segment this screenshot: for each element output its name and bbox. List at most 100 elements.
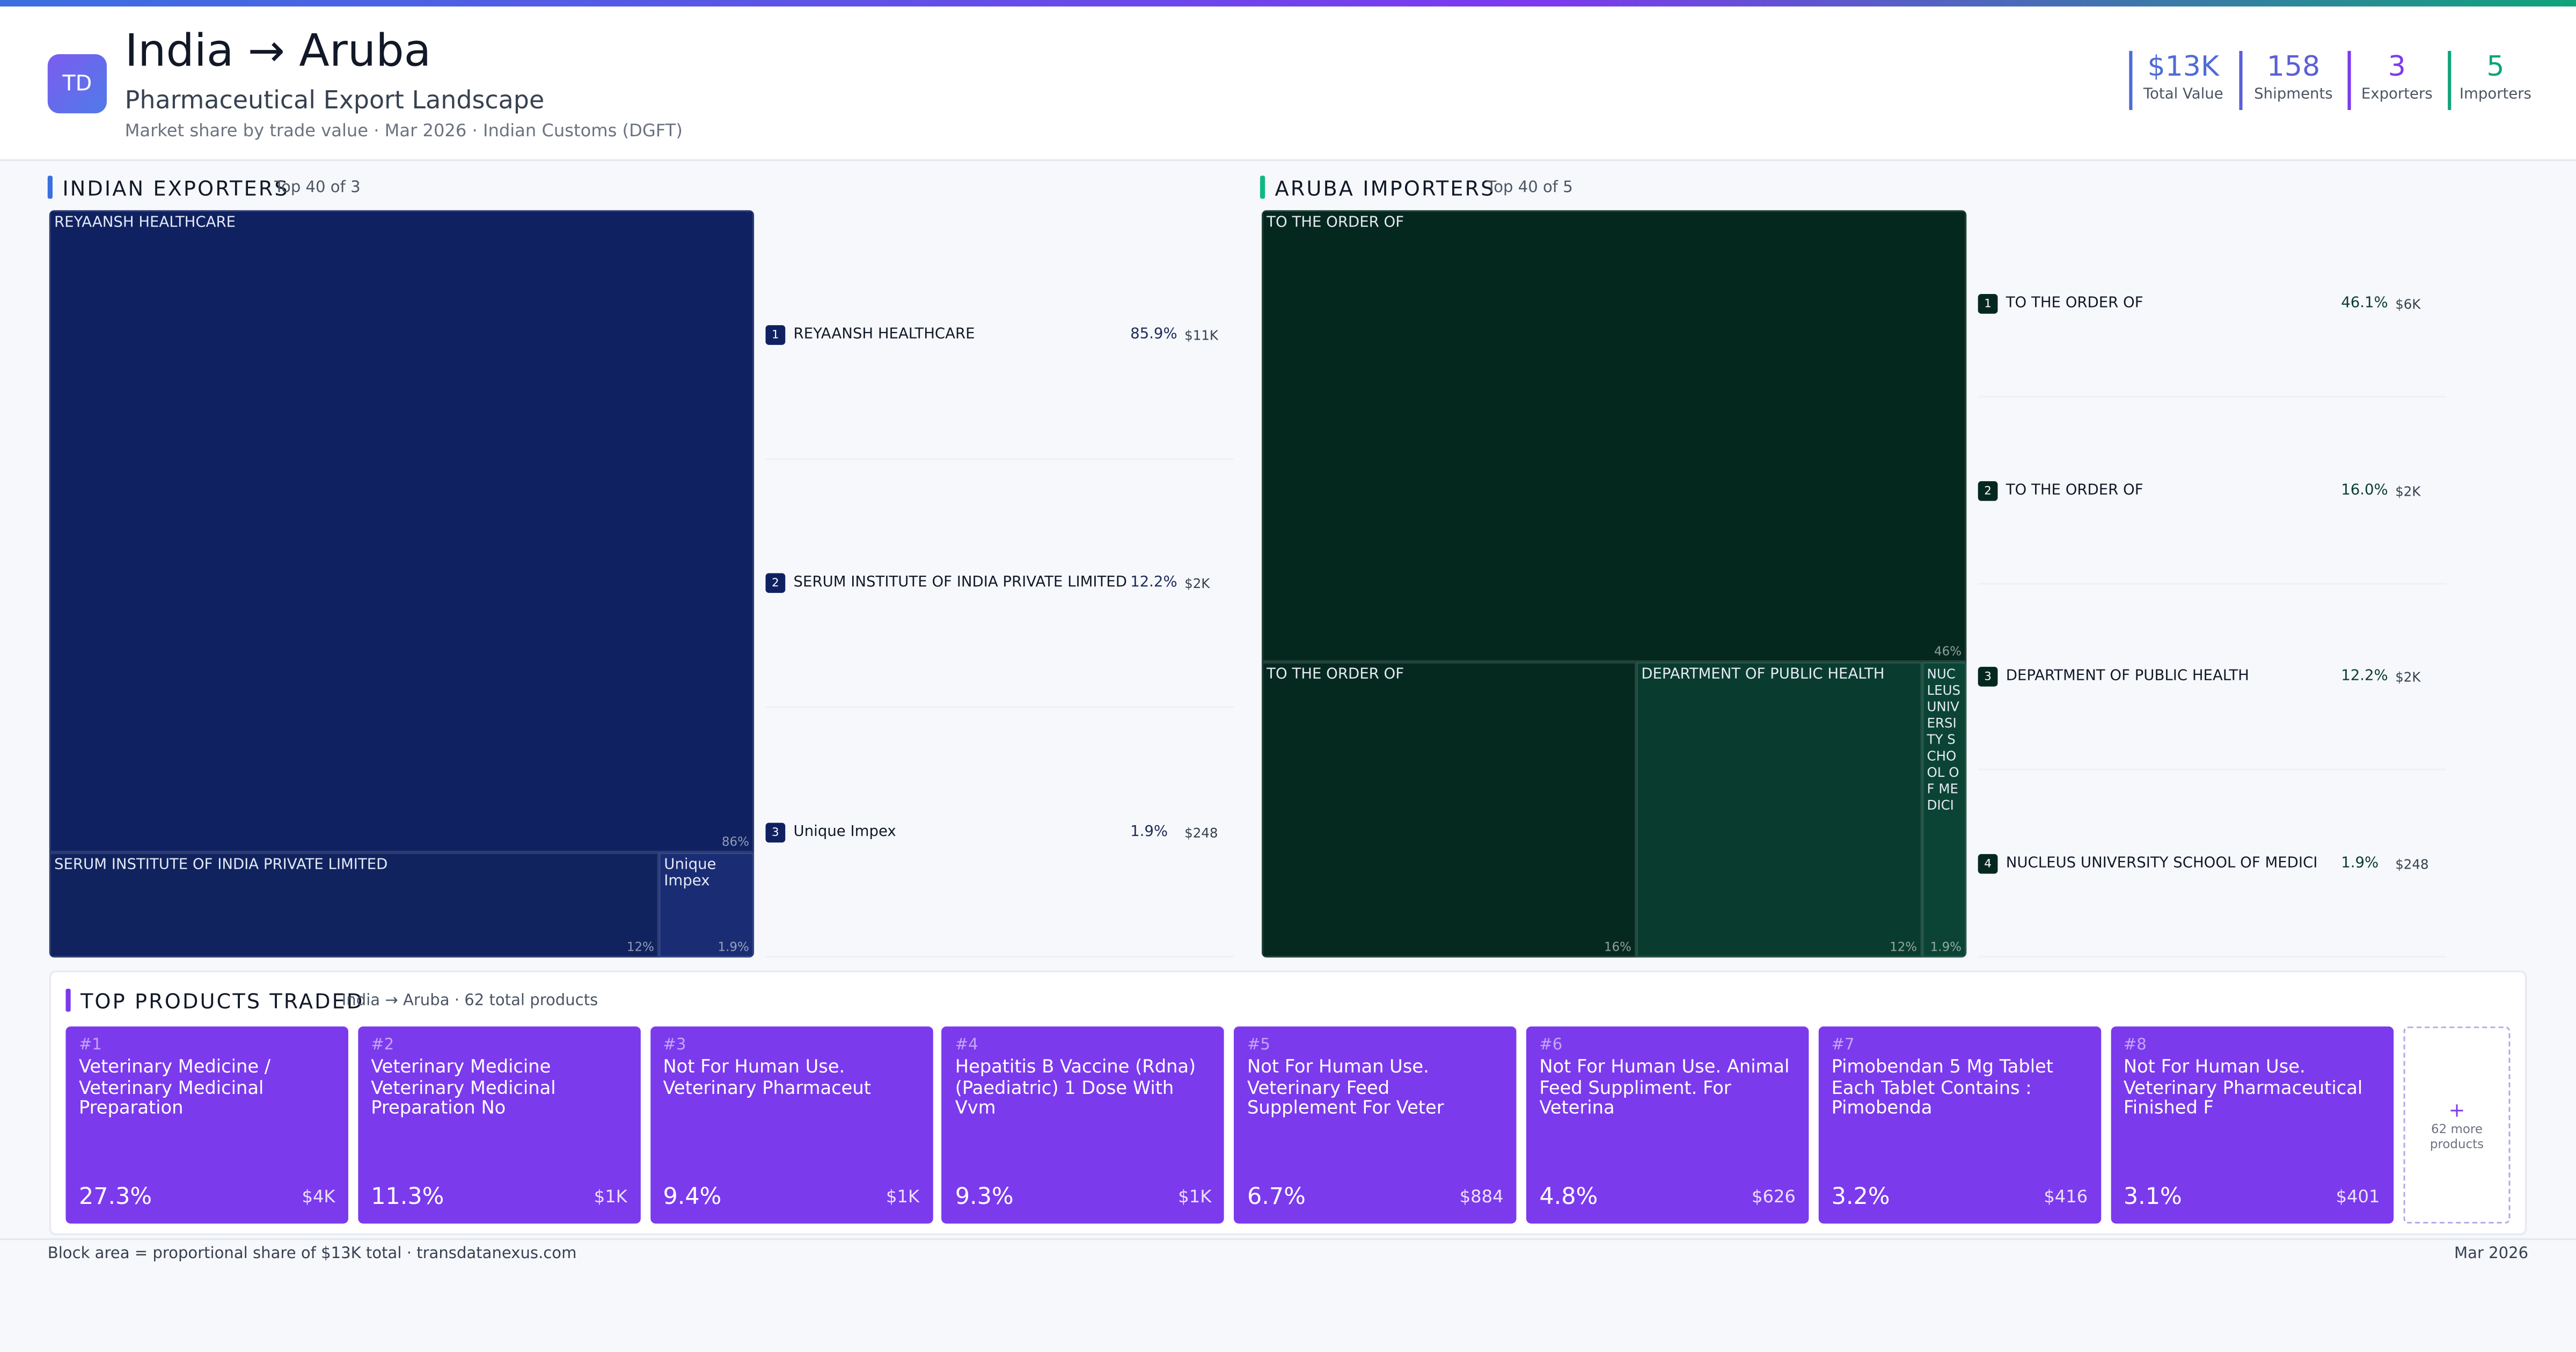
product-card[interactable]: #4 Hepatitis B Vaccine (Rdna) (Paediatric… <box>942 1026 1225 1224</box>
list-row[interactable]: 2 TO THE ORDER OF 16.0% $2K <box>1978 397 2447 584</box>
more-card[interactable]: + 62 more products <box>2403 1026 2511 1224</box>
card-value: $1K <box>594 1187 627 1207</box>
row-value: $2K <box>2395 671 2421 686</box>
section-accent <box>47 175 53 199</box>
treemap-block: Unique Impex 1.9% <box>659 852 755 958</box>
subtitle: Pharmaceutical Export Landscape <box>125 85 545 115</box>
card-name: Veterinary Medicine Veterinary Medicinal… <box>371 1056 556 1119</box>
kpi-value: 158 <box>2266 50 2321 84</box>
kpi: 5 Importers <box>2448 50 2540 111</box>
card-rank: #7 <box>1831 1036 1855 1055</box>
block-name: SERUM INSTITUTE OF INDIA PRIVATE LIMITED <box>54 857 388 874</box>
card-rank: #1 <box>78 1036 102 1055</box>
treemap-block: DEPARTMENT OF PUBLIC HEALTH 12% <box>1636 662 1922 958</box>
kpi-value: $13K <box>2147 50 2220 84</box>
product-card[interactable]: #6 Not For Human Use. Animal Feed Supplim… <box>1526 1026 1809 1224</box>
kpi-label: Importers <box>2459 87 2531 104</box>
row-share: 85.9% <box>1130 326 1177 343</box>
treemap-block: SERUM INSTITUTE OF INDIA PRIVATE LIMITED… <box>49 852 660 958</box>
rank-badge: 1 <box>765 325 786 345</box>
card-share: 3.2% <box>1831 1184 1890 1211</box>
card-value: $4K <box>302 1187 335 1207</box>
kpi-label: Shipments <box>2254 87 2333 104</box>
row-share: 1.9% <box>2341 856 2379 872</box>
meta: Market share by trade value · Mar 2026 ·… <box>125 121 683 142</box>
card-share: 3.1% <box>2123 1184 2182 1211</box>
section-title: TOP PRODUCTS TRADED <box>80 988 364 1013</box>
block-name: REYAANSH HEALTHCARE <box>54 215 236 232</box>
row-value: $2K <box>1184 577 1210 592</box>
card-rank: #2 <box>371 1036 394 1055</box>
kpi-value: 3 <box>2388 50 2406 84</box>
footer-left: Block area = proportional share of $13K … <box>47 1245 577 1263</box>
more-icon: + <box>2448 1098 2465 1122</box>
card-share: 4.8% <box>1539 1184 1598 1211</box>
card-value: $416 <box>2044 1187 2088 1207</box>
treemap: REYAANSH HEALTHCARE 86% SERUM INSTITUTE OF… <box>49 210 755 958</box>
list-row[interactable]: 2 SERUM INSTITUTE OF INDIA PRIVATE LIMITE… <box>765 459 1234 709</box>
block-share: 1.9% <box>1930 939 1962 954</box>
kpi: 3 Exporters <box>2347 50 2443 111</box>
list-row[interactable]: 4 NUCLEUS UNIVERSITY SCHOOL OF MEDICI 1.9%… <box>1978 770 2447 958</box>
more-label: 62 more products <box>2429 1121 2484 1151</box>
product-card[interactable]: #7 Pimobendan 5 Mg Tablet Each Tablet Con… <box>1818 1026 2101 1224</box>
card-name: Not For Human Use. Veterinary Feed Suppl… <box>1247 1056 1444 1119</box>
section-note: Top 40 of 3 <box>274 179 361 197</box>
block-share: 16% <box>1604 939 1631 954</box>
card-name: Not For Human Use. Veterinary Pharmaceut… <box>2123 1056 2363 1119</box>
card-share: 6.7% <box>1247 1184 1306 1211</box>
list-row[interactable]: 1 TO THE ORDER OF 46.1% $6K <box>1978 210 2447 398</box>
product-card[interactable]: #2 Veterinary Medicine Veterinary Medicin… <box>357 1026 641 1224</box>
block-name: TO THE ORDER OF <box>1267 215 1404 232</box>
footer-rule <box>0 1238 2576 1240</box>
kpi: $13K Total Value <box>2129 50 2234 111</box>
row-name: SERUM INSTITUTE OF INDIA PRIVATE LIMITED <box>793 575 1127 592</box>
block-name: NUCLEUS UNIVERSITY SCHOOL OF MEDICI <box>1927 667 1961 814</box>
card-share: 11.3% <box>371 1184 444 1211</box>
row-name: TO THE ORDER OF <box>2006 295 2143 312</box>
list-row[interactable]: 1 REYAANSH HEALTHCARE 85.9% $11K <box>765 210 1234 460</box>
card-share: 9.3% <box>955 1184 1014 1211</box>
section-title: INDIAN EXPORTERS <box>62 175 289 201</box>
card-rank: #4 <box>955 1036 978 1055</box>
product-card[interactable]: #1 Veterinary Medicine / Veterinary Medic… <box>65 1026 348 1224</box>
treemap-block: TO THE ORDER OF 46% <box>1262 210 1967 663</box>
row-share: 12.2% <box>1130 575 1177 592</box>
row-share: 46.1% <box>2341 295 2388 312</box>
product-card[interactable]: #5 Not For Human Use. Veterinary Feed Sup… <box>1234 1026 1517 1224</box>
section-title: ARUBA IMPORTERS <box>1275 175 1496 201</box>
row-value: $248 <box>1184 826 1218 841</box>
card-value: $1K <box>1178 1187 1212 1207</box>
card-name: Not For Human Use. Animal Feed Supplimen… <box>1539 1056 1790 1119</box>
row-value: $6K <box>2395 297 2421 312</box>
row-name: TO THE ORDER OF <box>2006 482 2143 499</box>
card-value: $401 <box>2336 1187 2380 1207</box>
rank-badge: 1 <box>1978 293 1998 314</box>
list-row[interactable]: 3 Unique Impex 1.9% $248 <box>765 708 1234 958</box>
row-share: 16.0% <box>2341 482 2388 499</box>
row-value: $2K <box>2395 483 2421 499</box>
treemap: TO THE ORDER OF 46% TO THE ORDER OF 16% DEPA… <box>1262 210 1967 958</box>
kpi: 158 Shipments <box>2239 50 2344 111</box>
rank-badge: 4 <box>1978 854 1998 874</box>
row-value: $11K <box>1184 328 1218 343</box>
section-note: Top 40 of 5 <box>1487 179 1573 197</box>
accent-bar <box>0 0 2576 7</box>
footer-right: Mar 2026 <box>2454 1245 2529 1263</box>
card-value: $1K <box>886 1187 920 1207</box>
card-name: Pimobendan 5 Mg Tablet Each Tablet Conta… <box>1831 1056 2053 1119</box>
card-share: 9.4% <box>663 1184 722 1211</box>
row-name: Unique Impex <box>793 825 896 841</box>
rank-badge: 2 <box>1978 480 1998 501</box>
rank-badge: 3 <box>765 823 786 843</box>
list-row[interactable]: 3 DEPARTMENT OF PUBLIC HEALTH 12.2% $2K <box>1978 584 2447 771</box>
row-share: 1.9% <box>1130 825 1168 841</box>
product-card[interactable]: #3 Not For Human Use. Veterinary Pharmace… <box>649 1026 933 1224</box>
card-rank: #8 <box>2123 1036 2147 1055</box>
row-name: DEPARTMENT OF PUBLIC HEALTH <box>2006 669 2249 686</box>
product-card[interactable]: #8 Not For Human Use. Veterinary Pharmace… <box>2110 1026 2393 1224</box>
section-accent <box>1260 175 1265 199</box>
logo-badge: TD <box>47 54 107 114</box>
